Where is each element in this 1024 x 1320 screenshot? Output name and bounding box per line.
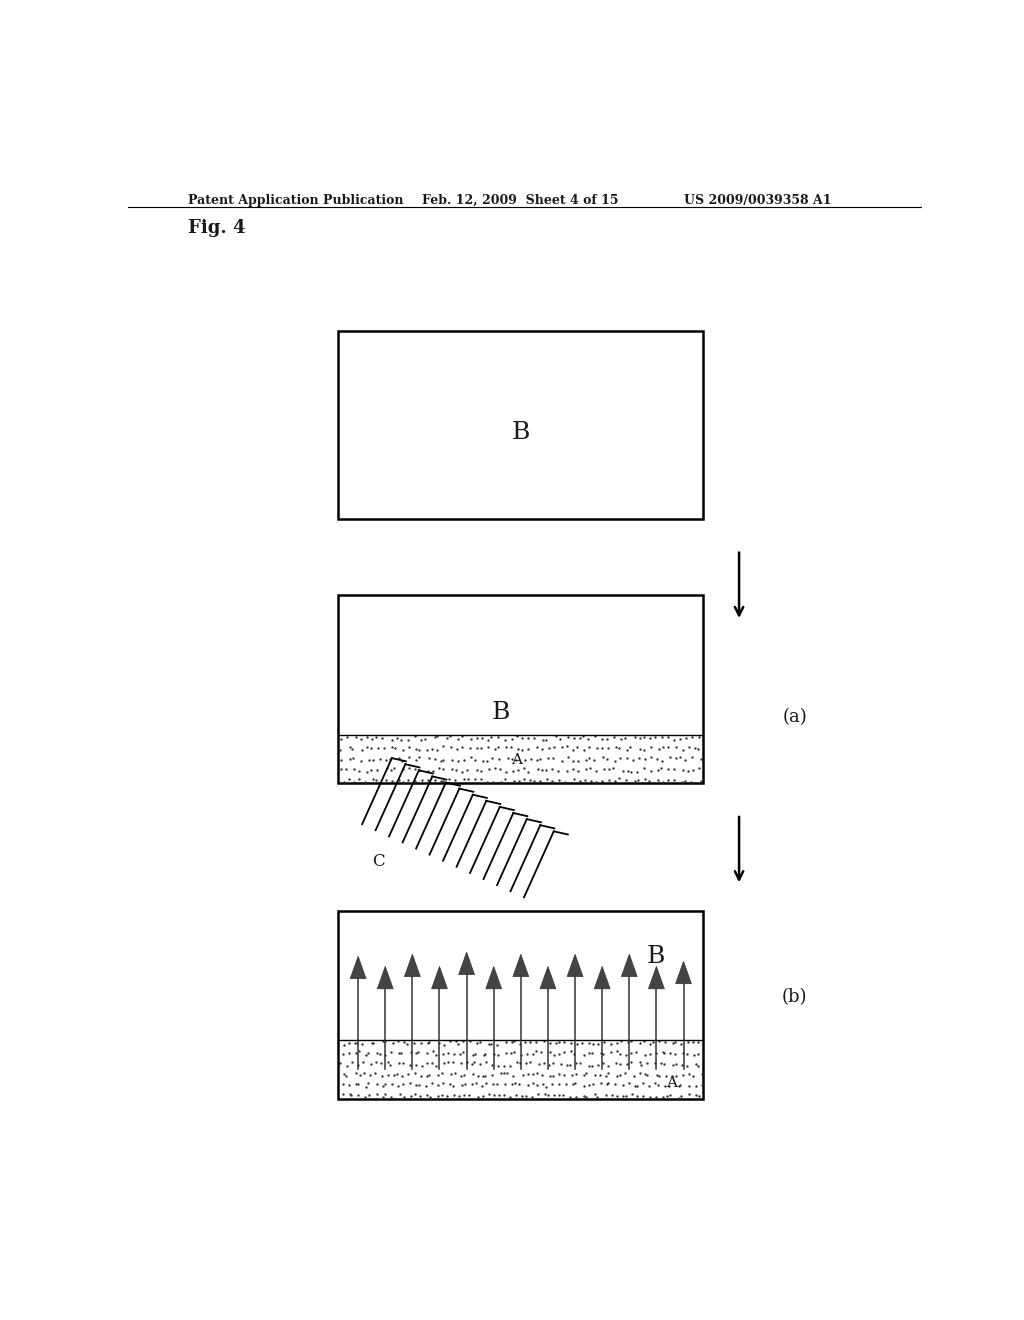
Polygon shape (350, 956, 367, 978)
Polygon shape (377, 966, 393, 989)
Polygon shape (622, 954, 637, 977)
Text: B: B (492, 701, 510, 723)
Polygon shape (676, 961, 691, 983)
Polygon shape (513, 954, 528, 977)
Polygon shape (431, 966, 447, 989)
Text: Patent Application Publication: Patent Application Publication (187, 194, 403, 207)
Text: A: A (511, 754, 522, 767)
Polygon shape (648, 966, 665, 989)
Polygon shape (540, 966, 556, 989)
Polygon shape (404, 954, 420, 977)
Polygon shape (459, 952, 474, 974)
Polygon shape (485, 966, 502, 989)
Text: US 2009/0039358 A1: US 2009/0039358 A1 (684, 194, 831, 207)
Text: (b): (b) (782, 987, 807, 1006)
Bar (338, 911, 703, 1098)
Bar (338, 331, 703, 519)
Text: C: C (372, 853, 384, 870)
Polygon shape (594, 966, 610, 989)
Polygon shape (567, 954, 583, 977)
Text: (a): (a) (782, 709, 807, 726)
Text: B: B (512, 421, 530, 445)
Bar (338, 595, 703, 784)
Text: Feb. 12, 2009  Sheet 4 of 15: Feb. 12, 2009 Sheet 4 of 15 (422, 194, 618, 207)
Text: Fig. 4: Fig. 4 (187, 219, 245, 238)
Text: B: B (646, 945, 665, 968)
Text: A: A (667, 1076, 677, 1090)
